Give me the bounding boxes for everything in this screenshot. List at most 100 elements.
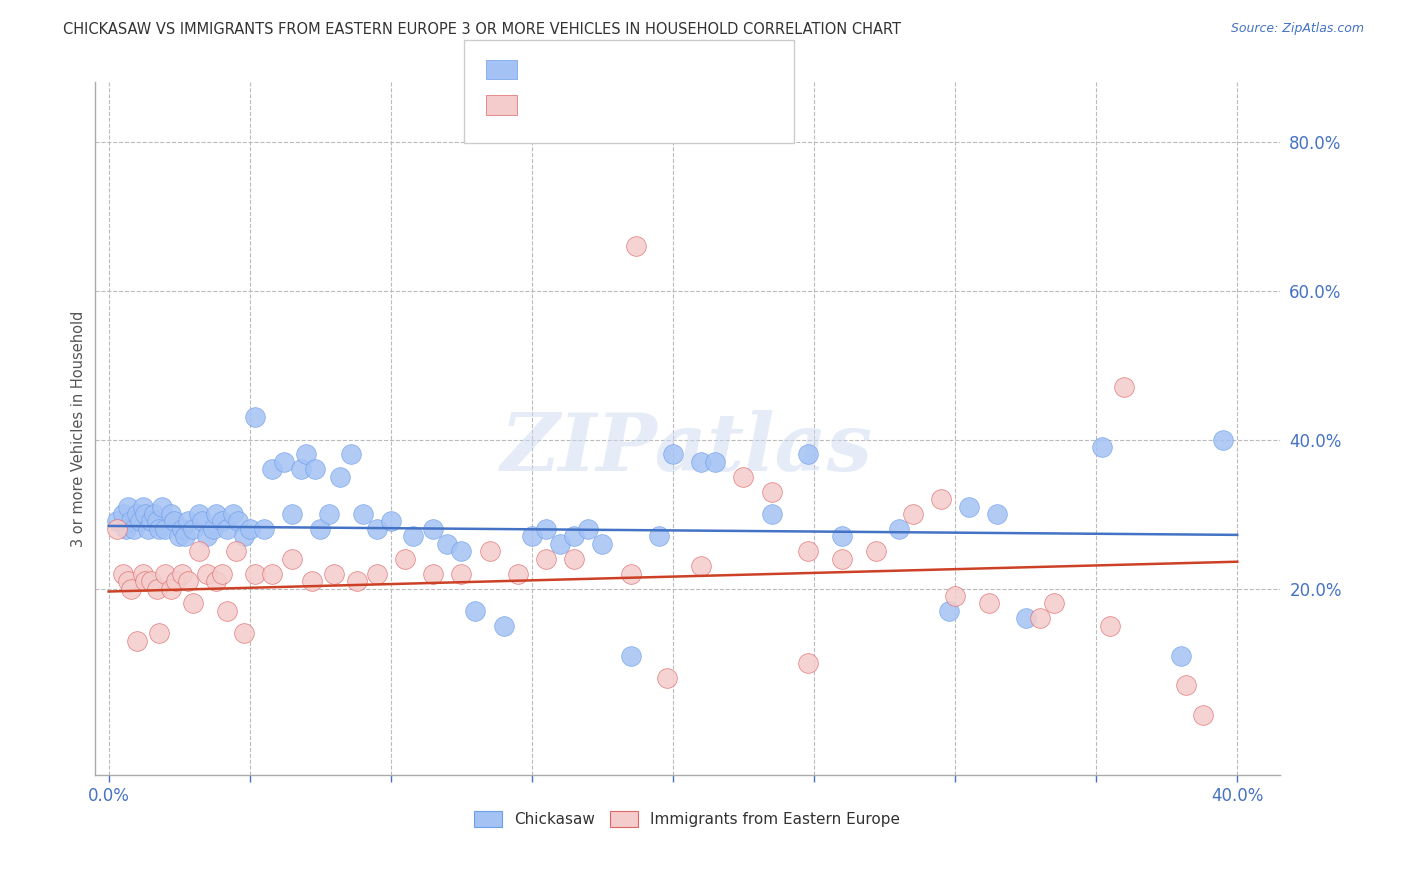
- Point: [329, 469, 352, 483]
- Point: [977, 596, 1000, 610]
- Text: -0.031: -0.031: [579, 62, 634, 77]
- Point: [938, 604, 960, 618]
- Point: [657, 671, 679, 685]
- Point: [105, 522, 128, 536]
- Point: [986, 507, 1008, 521]
- Point: [188, 544, 211, 558]
- Point: [887, 522, 910, 536]
- Point: [173, 529, 195, 543]
- Point: [436, 537, 458, 551]
- Point: [145, 582, 167, 596]
- Point: [136, 522, 159, 536]
- Text: N =: N =: [659, 62, 703, 77]
- Y-axis label: 3 or more Vehicles in Household: 3 or more Vehicles in Household: [72, 310, 86, 547]
- Point: [1014, 611, 1036, 625]
- Point: [761, 484, 783, 499]
- Point: [620, 566, 643, 581]
- Point: [690, 559, 713, 574]
- Point: [181, 522, 204, 536]
- Point: [690, 455, 713, 469]
- Point: [217, 604, 239, 618]
- Point: [105, 515, 128, 529]
- Text: CHICKASAW VS IMMIGRANTS FROM EASTERN EUROPE 3 OR MORE VEHICLES IN HOUSEHOLD CORR: CHICKASAW VS IMMIGRANTS FROM EASTERN EUR…: [63, 22, 901, 37]
- Point: [211, 566, 233, 581]
- Point: [159, 507, 181, 521]
- Point: [562, 551, 585, 566]
- Point: [1043, 596, 1066, 610]
- Point: [626, 239, 648, 253]
- Point: [1099, 619, 1122, 633]
- Point: [205, 507, 228, 521]
- Point: [159, 582, 181, 596]
- Point: [176, 574, 198, 588]
- Point: [797, 544, 820, 558]
- Point: [148, 522, 170, 536]
- Point: [245, 410, 267, 425]
- Text: 78: 78: [716, 62, 737, 77]
- Point: [148, 626, 170, 640]
- Point: [233, 626, 256, 640]
- Point: [153, 566, 176, 581]
- Point: [120, 582, 142, 596]
- Text: N =: N =: [659, 98, 703, 112]
- Point: [1175, 678, 1198, 692]
- Point: [1029, 611, 1052, 625]
- Legend: Chickasaw, Immigrants from Eastern Europe: Chickasaw, Immigrants from Eastern Europ…: [468, 805, 905, 833]
- Point: [492, 619, 515, 633]
- Point: [478, 544, 501, 558]
- Point: [340, 447, 363, 461]
- Point: [228, 515, 250, 529]
- Point: [957, 500, 980, 514]
- Point: [139, 515, 162, 529]
- Point: [1192, 708, 1215, 723]
- Point: [117, 574, 139, 588]
- Text: R =: R =: [533, 98, 571, 112]
- Point: [162, 515, 184, 529]
- Point: [139, 574, 162, 588]
- Point: [153, 522, 176, 536]
- Point: [217, 522, 239, 536]
- Point: [170, 566, 193, 581]
- Point: [131, 500, 153, 514]
- Point: [128, 515, 150, 529]
- Point: [309, 522, 332, 536]
- Point: [366, 566, 388, 581]
- Point: [125, 507, 148, 521]
- Text: R =: R =: [533, 62, 567, 77]
- Point: [262, 462, 284, 476]
- Point: [301, 574, 323, 588]
- Point: [1114, 380, 1136, 394]
- Point: [450, 566, 472, 581]
- Point: [176, 515, 198, 529]
- Point: [205, 574, 228, 588]
- Point: [150, 500, 173, 514]
- Point: [318, 507, 340, 521]
- Point: [1170, 648, 1192, 663]
- Point: [1212, 433, 1234, 447]
- Point: [134, 507, 156, 521]
- Text: 0.101: 0.101: [579, 98, 633, 112]
- Point: [239, 522, 262, 536]
- Text: Source: ZipAtlas.com: Source: ZipAtlas.com: [1230, 22, 1364, 36]
- Text: ZIPatlas: ZIPatlas: [501, 410, 873, 488]
- Point: [191, 515, 214, 529]
- Point: [165, 574, 187, 588]
- Point: [225, 544, 247, 558]
- Point: [145, 515, 167, 529]
- Point: [142, 507, 165, 521]
- Point: [534, 522, 557, 536]
- Point: [733, 469, 755, 483]
- Point: [901, 507, 924, 521]
- Point: [111, 507, 134, 521]
- Point: [125, 633, 148, 648]
- Point: [380, 515, 402, 529]
- Point: [402, 529, 425, 543]
- Point: [831, 529, 853, 543]
- Point: [131, 566, 153, 581]
- Point: [506, 566, 529, 581]
- Point: [202, 522, 225, 536]
- Point: [181, 596, 204, 610]
- Point: [929, 492, 952, 507]
- Point: [120, 515, 142, 529]
- Point: [943, 589, 966, 603]
